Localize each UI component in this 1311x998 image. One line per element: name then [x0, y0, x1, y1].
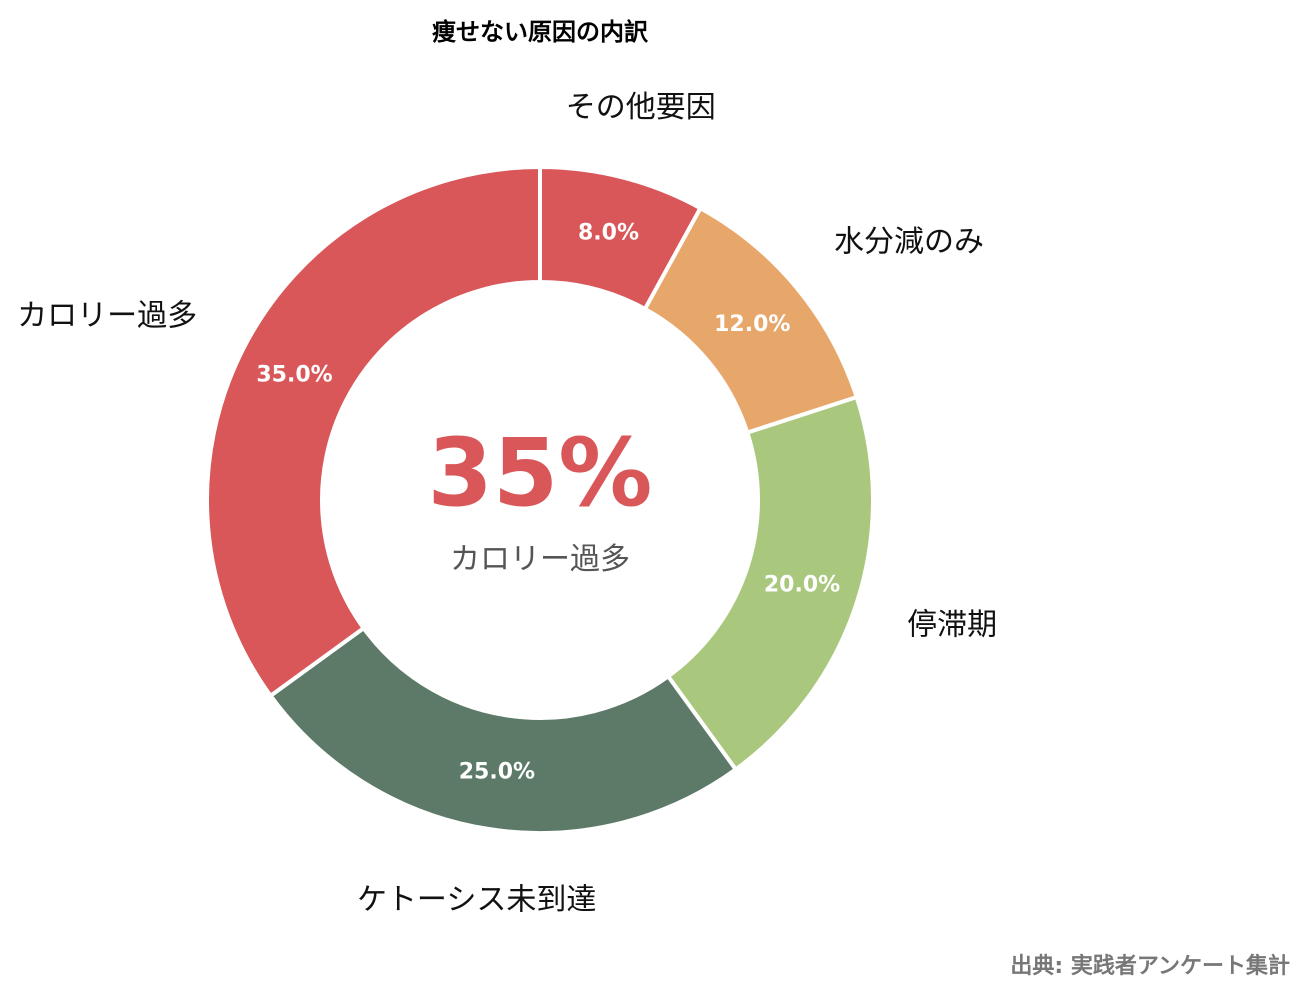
slice-5 — [205, 165, 542, 698]
slice-data-labels: 8.0% 12.0% 20.0% 25.0% 35.0% — [256, 221, 840, 785]
donut-slices — [205, 165, 875, 835]
slice-3 — [666, 395, 875, 772]
category-label-4: ケトーシス未到達 — [357, 883, 596, 918]
category-label-5: カロリー過多 — [17, 299, 197, 334]
data-label-5: 35.0% — [256, 362, 332, 387]
category-label-2: 水分減のみ — [834, 224, 984, 259]
slice-4 — [268, 626, 738, 835]
center-value: 35% — [428, 419, 653, 528]
source-note: 出典: 実践者アンケート集計 — [1010, 953, 1290, 979]
data-label-3: 20.0% — [764, 573, 840, 598]
chart-title: 痩せない原因の内訳 — [432, 18, 649, 46]
center-label: カロリー過多 — [450, 542, 630, 577]
data-label-4: 25.0% — [459, 760, 535, 785]
data-label-2: 12.0% — [714, 312, 790, 337]
category-label-1: その他要因 — [566, 90, 716, 125]
data-label-1: 8.0% — [578, 221, 639, 246]
category-label-3: 停滞期 — [907, 608, 997, 643]
